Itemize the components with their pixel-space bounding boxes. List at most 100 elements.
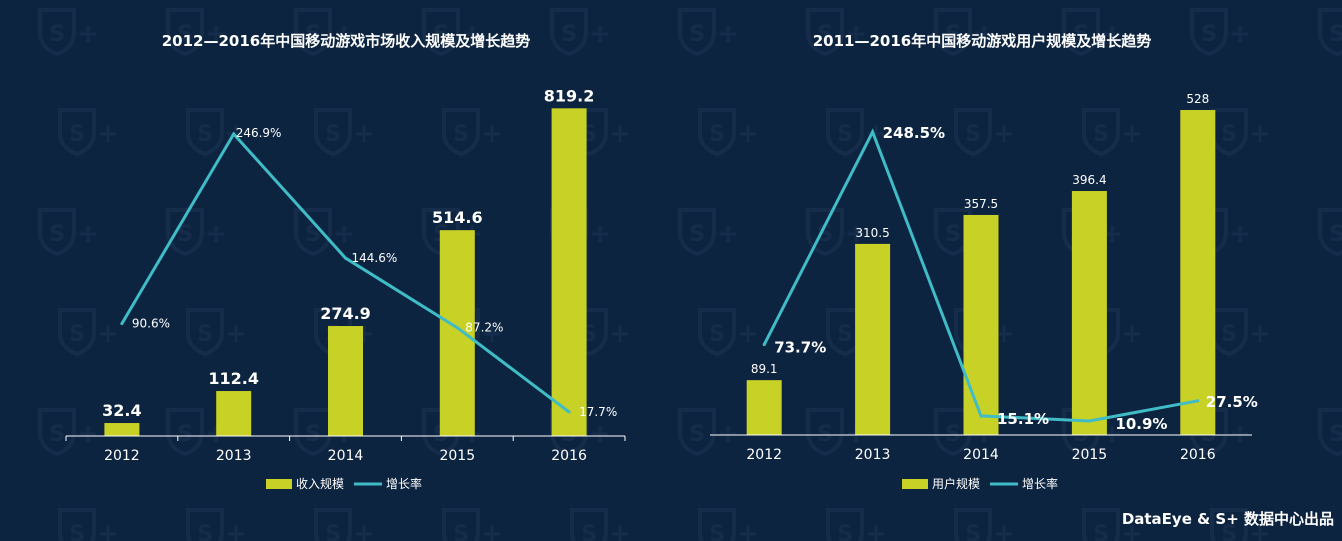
bar-label-2016: 819.2 bbox=[544, 86, 595, 105]
watermark-logo: S+ bbox=[294, 208, 355, 257]
shield-icon bbox=[422, 8, 460, 57]
watermark-logo: S+ bbox=[1318, 208, 1342, 257]
watermark-text: + bbox=[589, 19, 611, 49]
watermark-text: + bbox=[1229, 19, 1251, 49]
bar-2015 bbox=[439, 230, 475, 436]
shield-icon bbox=[1210, 508, 1248, 541]
watermark-text: S bbox=[965, 522, 981, 541]
x-tick-label-2012: 2012 bbox=[104, 448, 140, 464]
watermark-text: + bbox=[737, 519, 759, 541]
watermark-text: S bbox=[177, 22, 193, 47]
watermark-text: + bbox=[77, 219, 99, 249]
line-point-2012 bbox=[120, 322, 124, 326]
chart-title: 2011—2016年中国移动游戏用户规模及增长趋势 bbox=[813, 32, 1152, 50]
bar-2015 bbox=[1071, 191, 1107, 435]
shield-icon bbox=[1318, 8, 1342, 57]
watermark-text: + bbox=[461, 19, 483, 49]
watermark-text: + bbox=[481, 119, 503, 149]
shield-icon bbox=[186, 308, 224, 357]
watermark-text: + bbox=[1249, 319, 1271, 349]
line-label-2014: 144.6% bbox=[352, 251, 398, 265]
watermark-logo: S+ bbox=[826, 108, 887, 157]
x-tick-label-2012: 2012 bbox=[746, 447, 782, 463]
watermark-text: + bbox=[737, 119, 759, 149]
watermark-logo: S+ bbox=[38, 208, 99, 257]
line-point-2014 bbox=[979, 414, 983, 418]
shield-icon bbox=[314, 508, 352, 541]
watermark-text: S bbox=[689, 222, 705, 247]
shield-icon bbox=[550, 8, 588, 57]
line-point-2013 bbox=[871, 130, 875, 134]
watermark-text: + bbox=[865, 119, 887, 149]
watermark-logo: S+ bbox=[678, 208, 739, 257]
watermark-logo: S+ bbox=[442, 508, 503, 541]
legend: 收入规模 增长率 bbox=[266, 476, 422, 491]
bar-label-2013: 310.5 bbox=[855, 226, 889, 240]
watermark-text: S bbox=[305, 422, 321, 447]
shield-icon bbox=[314, 108, 352, 157]
legend: 用户规模 增长率 bbox=[902, 476, 1058, 491]
watermark-logo: S+ bbox=[166, 8, 227, 57]
watermark-text: S bbox=[689, 422, 705, 447]
bar-label-2012: 32.4 bbox=[102, 401, 141, 420]
line-point-2012 bbox=[762, 343, 766, 347]
watermark-text: S bbox=[709, 522, 725, 541]
watermark-text: S bbox=[1329, 222, 1342, 247]
watermark-text: + bbox=[993, 319, 1015, 349]
watermark-logo: S+ bbox=[422, 8, 483, 57]
watermark-text: S bbox=[709, 122, 725, 147]
shield-icon bbox=[38, 408, 76, 457]
revenue-chart: 2012—2016年中国移动游戏市场收入规模及增长趋势 32.4 112.4 274.… bbox=[65, 32, 626, 491]
x-tick-label-2016: 2016 bbox=[1180, 447, 1216, 463]
shield-icon bbox=[186, 108, 224, 157]
watermark-text: + bbox=[717, 219, 739, 249]
watermark-text: S bbox=[1221, 322, 1237, 347]
shield-icon bbox=[954, 508, 992, 541]
watermark-logo: S+ bbox=[314, 108, 375, 157]
shield-icon bbox=[294, 208, 332, 257]
watermark-text: S bbox=[433, 22, 449, 47]
bar-label-2014: 274.9 bbox=[320, 304, 371, 323]
watermark-text: S bbox=[581, 522, 597, 541]
users-chart: 2011—2016年中国移动游戏用户规模及增长趋势 89.1 310.5 357.5 3… bbox=[710, 32, 1258, 491]
shield-icon bbox=[166, 408, 204, 457]
watermark-text: + bbox=[97, 119, 119, 149]
watermark-text: + bbox=[353, 119, 375, 149]
shield-icon bbox=[698, 508, 736, 541]
watermark-text: S bbox=[69, 122, 85, 147]
watermark-text: + bbox=[609, 319, 631, 349]
bar-2013 bbox=[855, 243, 891, 435]
watermark-logo: S+ bbox=[698, 308, 759, 357]
watermark-text: + bbox=[845, 19, 867, 49]
watermark-text: + bbox=[1121, 119, 1143, 149]
bar-2013 bbox=[216, 391, 252, 436]
bar-label-2014: 357.5 bbox=[964, 197, 998, 211]
shield-icon bbox=[166, 208, 204, 257]
watermark-text: S bbox=[945, 22, 961, 47]
shield-icon bbox=[806, 8, 844, 57]
watermark-text: S bbox=[1093, 122, 1109, 147]
watermark-text: + bbox=[1121, 519, 1143, 541]
watermark-logo: S+ bbox=[1210, 508, 1271, 541]
legend-swatch-bar bbox=[266, 479, 292, 489]
shield-icon bbox=[698, 108, 736, 157]
watermark-logo: S+ bbox=[678, 408, 739, 457]
watermark-text: S bbox=[197, 322, 213, 347]
watermark-text: S bbox=[325, 522, 341, 541]
line-point-2016 bbox=[567, 410, 571, 414]
shield-icon bbox=[1082, 108, 1120, 157]
watermark-text: S bbox=[305, 222, 321, 247]
shield-icon bbox=[166, 8, 204, 57]
x-tick-label-2015: 2015 bbox=[1072, 447, 1108, 463]
line-label-2016: 27.5% bbox=[1206, 393, 1258, 411]
line-point-2016 bbox=[1196, 399, 1200, 403]
bar-2014 bbox=[328, 326, 363, 436]
line-point-2013 bbox=[232, 132, 236, 136]
watermark-text: + bbox=[205, 219, 227, 249]
shield-icon bbox=[1190, 8, 1228, 57]
watermark-text: S bbox=[945, 222, 961, 247]
line-label-2012: 73.7% bbox=[774, 339, 826, 357]
watermark-text: S bbox=[837, 322, 853, 347]
shield-icon bbox=[186, 508, 224, 541]
watermark-text: S bbox=[837, 522, 853, 541]
